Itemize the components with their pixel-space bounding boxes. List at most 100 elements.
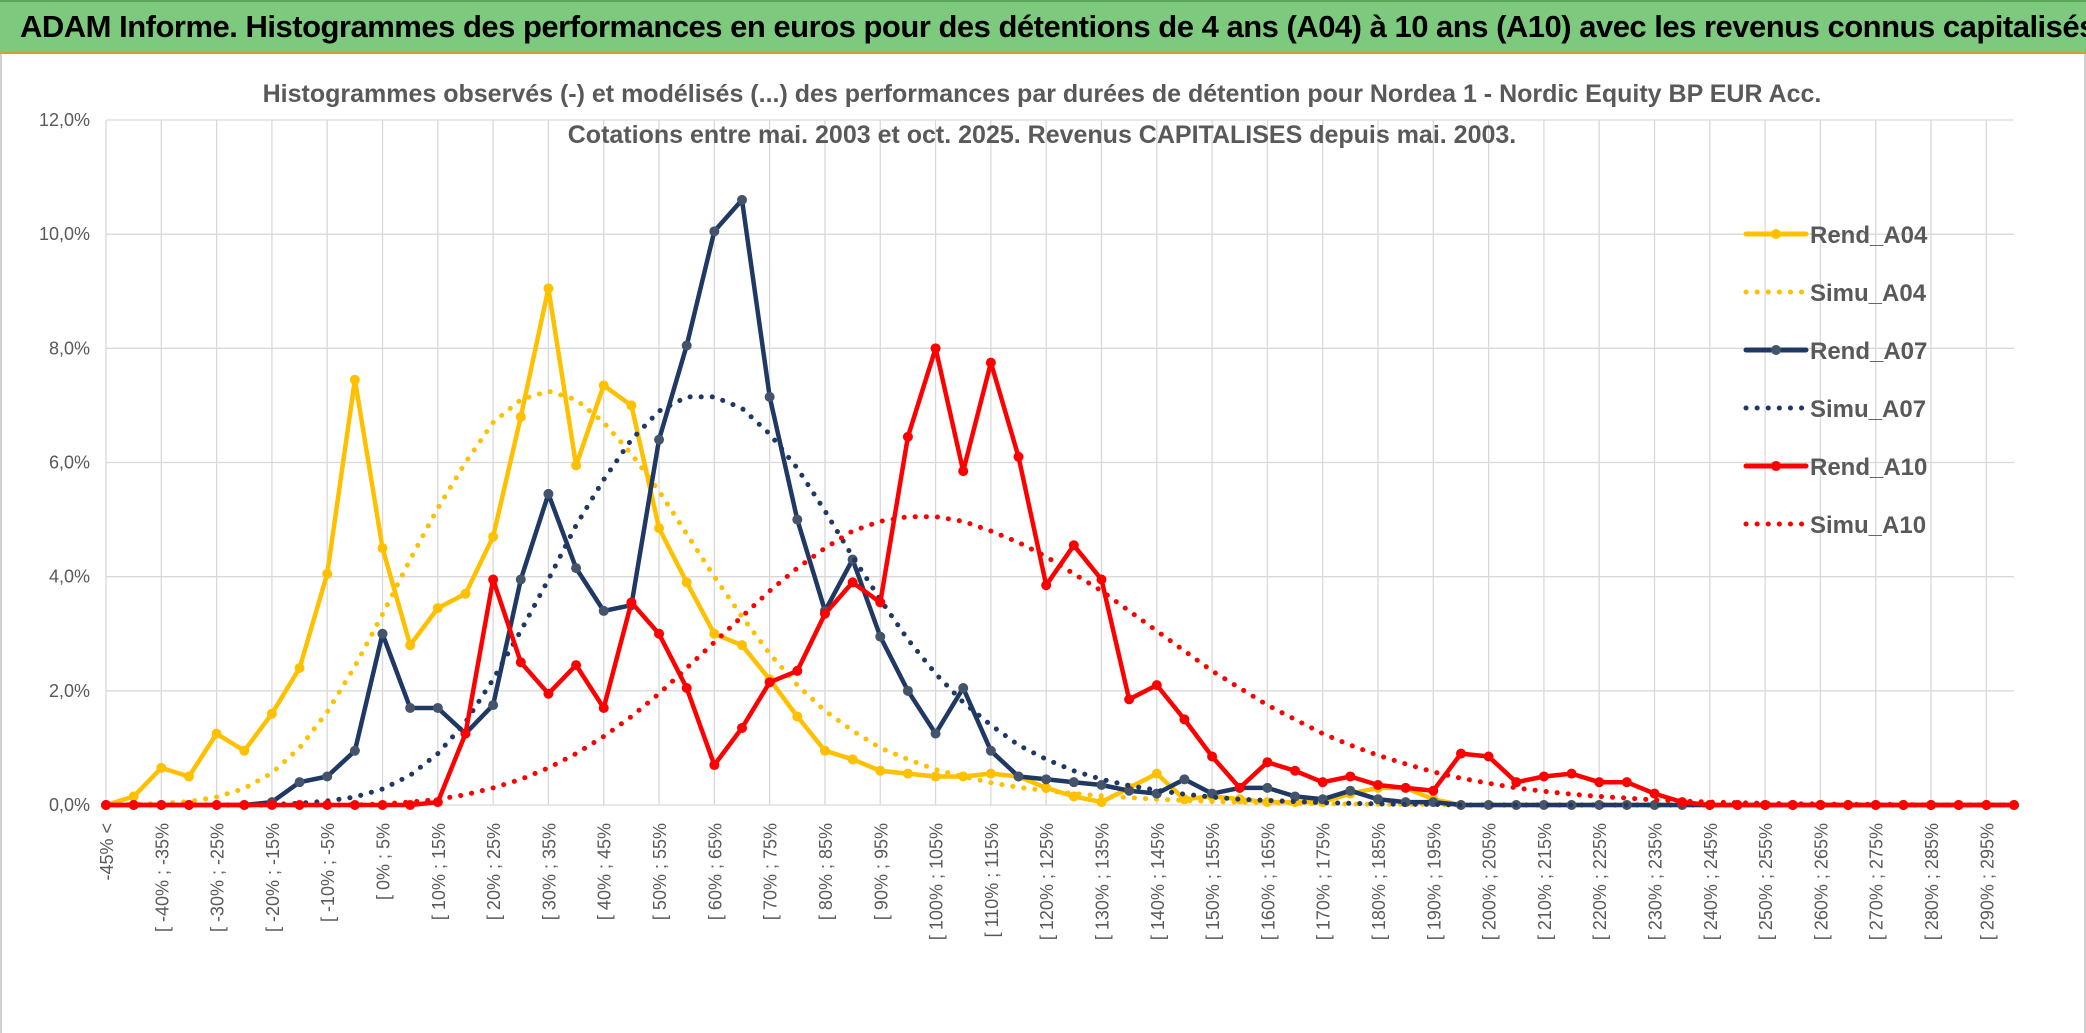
x-tick-label: [ 140% ; 145%: [1148, 823, 1168, 940]
data-point: [405, 702, 416, 713]
data-point: [1483, 751, 1494, 762]
x-tick-label: [ 290% ; 295%: [1977, 823, 1997, 940]
chart-subtitle: Cotations entre mai. 2003 et oct. 2025. …: [568, 121, 1517, 149]
data-point: [654, 628, 665, 639]
legend-label: Rend_A07: [1810, 338, 1927, 365]
data-point: [1538, 771, 1549, 782]
x-tick-label: [ 170% ; 175%: [1314, 823, 1334, 940]
data-point: [515, 574, 526, 585]
data-point: [128, 800, 139, 810]
data-point: [985, 745, 996, 756]
data-point: [1041, 580, 1052, 591]
data-point: [737, 640, 747, 651]
x-tick-label: [ 50% ; 55%: [650, 823, 670, 920]
data-point: [515, 411, 526, 422]
data-point: [764, 677, 775, 688]
data-point: [543, 488, 554, 499]
data-point: [902, 768, 913, 779]
data-point: [183, 800, 194, 810]
data-point: [515, 657, 526, 668]
data-point: [626, 597, 637, 608]
data-point: [598, 702, 609, 713]
header-banner: ADAM Informe. Histogrammes des performan…: [0, 0, 2086, 54]
x-tick-label: [ 190% ; 195%: [1424, 823, 1444, 940]
legend-marker: [1771, 345, 1781, 355]
x-tick-label: [ 280% ; 285%: [1922, 823, 1942, 940]
data-point: [819, 608, 830, 619]
data-point: [239, 800, 250, 810]
data-point: [1151, 768, 1162, 779]
data-point: [819, 745, 830, 756]
x-tick-label: [ 130% ; 135%: [1092, 823, 1112, 940]
data-point: [294, 777, 305, 788]
x-tick-label: [ 100% ; 105%: [927, 823, 947, 940]
data-point: [1068, 791, 1079, 802]
data-point: [128, 791, 139, 802]
data-point: [1373, 794, 1383, 805]
data-point: [1511, 777, 1522, 788]
series-line-simu_a07: [103, 394, 2017, 808]
data-point: [1345, 785, 1356, 796]
data-point: [1428, 785, 1439, 796]
y-tick-label: 6,0%: [49, 453, 90, 473]
x-tick-label: [ 60% ; 65%: [705, 823, 725, 920]
data-point: [737, 194, 747, 205]
grid: [105, 119, 2014, 806]
data-point: [1041, 774, 1052, 785]
x-tick-label: [ 220% ; 225%: [1590, 823, 1610, 940]
x-tick-label: [ 250% ; 255%: [1756, 823, 1776, 940]
data-point: [598, 605, 609, 616]
x-tick-label: [ 90% ; 95%: [871, 823, 891, 920]
data-point: [377, 543, 388, 554]
data-point: [1649, 800, 1660, 810]
data-point: [294, 663, 305, 673]
x-tick-label: [ 180% ; 185%: [1369, 823, 1389, 940]
data-point: [488, 574, 499, 585]
data-point: [1373, 780, 1383, 791]
data-point: [985, 768, 996, 779]
data-point: [1262, 757, 1273, 768]
data-point: [460, 588, 471, 599]
data-point: [377, 628, 388, 639]
legend-label: Simu_A04: [1810, 280, 1927, 307]
legend-marker: [1771, 229, 1781, 239]
data-point: [1207, 751, 1218, 762]
data-point: [709, 226, 720, 237]
x-tick-label: [ 200% ; 205%: [1480, 823, 1500, 940]
page-title: ADAM Informe. Histogrammes des performan…: [20, 9, 2086, 44]
series-lines: [101, 194, 2019, 810]
legend-label: Simu_A10: [1810, 512, 1926, 539]
x-tick-label: [ 110% ; 115%: [982, 823, 1002, 937]
y-tick-label: 2,0%: [49, 681, 90, 701]
data-point: [930, 728, 941, 739]
x-tick-label: [ 210% ; 215%: [1535, 823, 1555, 940]
data-point: [349, 800, 360, 810]
data-point: [543, 283, 554, 294]
series-line-rend_a07: [103, 197, 2017, 808]
series-line-rend_a04: [103, 286, 2017, 808]
x-tick-label: [ -40% ; -35%: [152, 823, 172, 932]
data-point: [1290, 791, 1301, 802]
x-tick-label: [ 270% ; 275%: [1867, 823, 1887, 940]
data-point: [349, 374, 360, 385]
data-point: [488, 531, 499, 542]
data-point: [266, 708, 277, 719]
data-point: [1096, 780, 1107, 791]
data-point: [792, 514, 803, 525]
data-point: [1538, 800, 1549, 810]
x-tick-label: [ 0% ; 5%: [374, 823, 394, 900]
data-point: [294, 800, 305, 810]
data-point: [211, 728, 222, 739]
data-point: [930, 771, 941, 782]
legend: Rend_A04 Simu_A04 Rend_A07 Simu_A07 Rend_A10…: [1743, 222, 1928, 539]
data-point: [460, 728, 471, 739]
data-point: [654, 434, 665, 445]
y-axis: 0,0% 2,0% 4,0% 6,0% 8,0% 10,0% 12,0%: [39, 110, 90, 815]
series-line-simu_a04: [103, 388, 2017, 808]
data-point: [1483, 800, 1494, 810]
y-tick-label: 0,0%: [49, 795, 90, 815]
data-point: [571, 660, 582, 671]
data-point: [958, 771, 969, 782]
data-point: [902, 431, 913, 442]
x-axis: -45% < [ -40% ; -35% [ -30% ; -25% [ -20% ;…: [97, 823, 1997, 940]
